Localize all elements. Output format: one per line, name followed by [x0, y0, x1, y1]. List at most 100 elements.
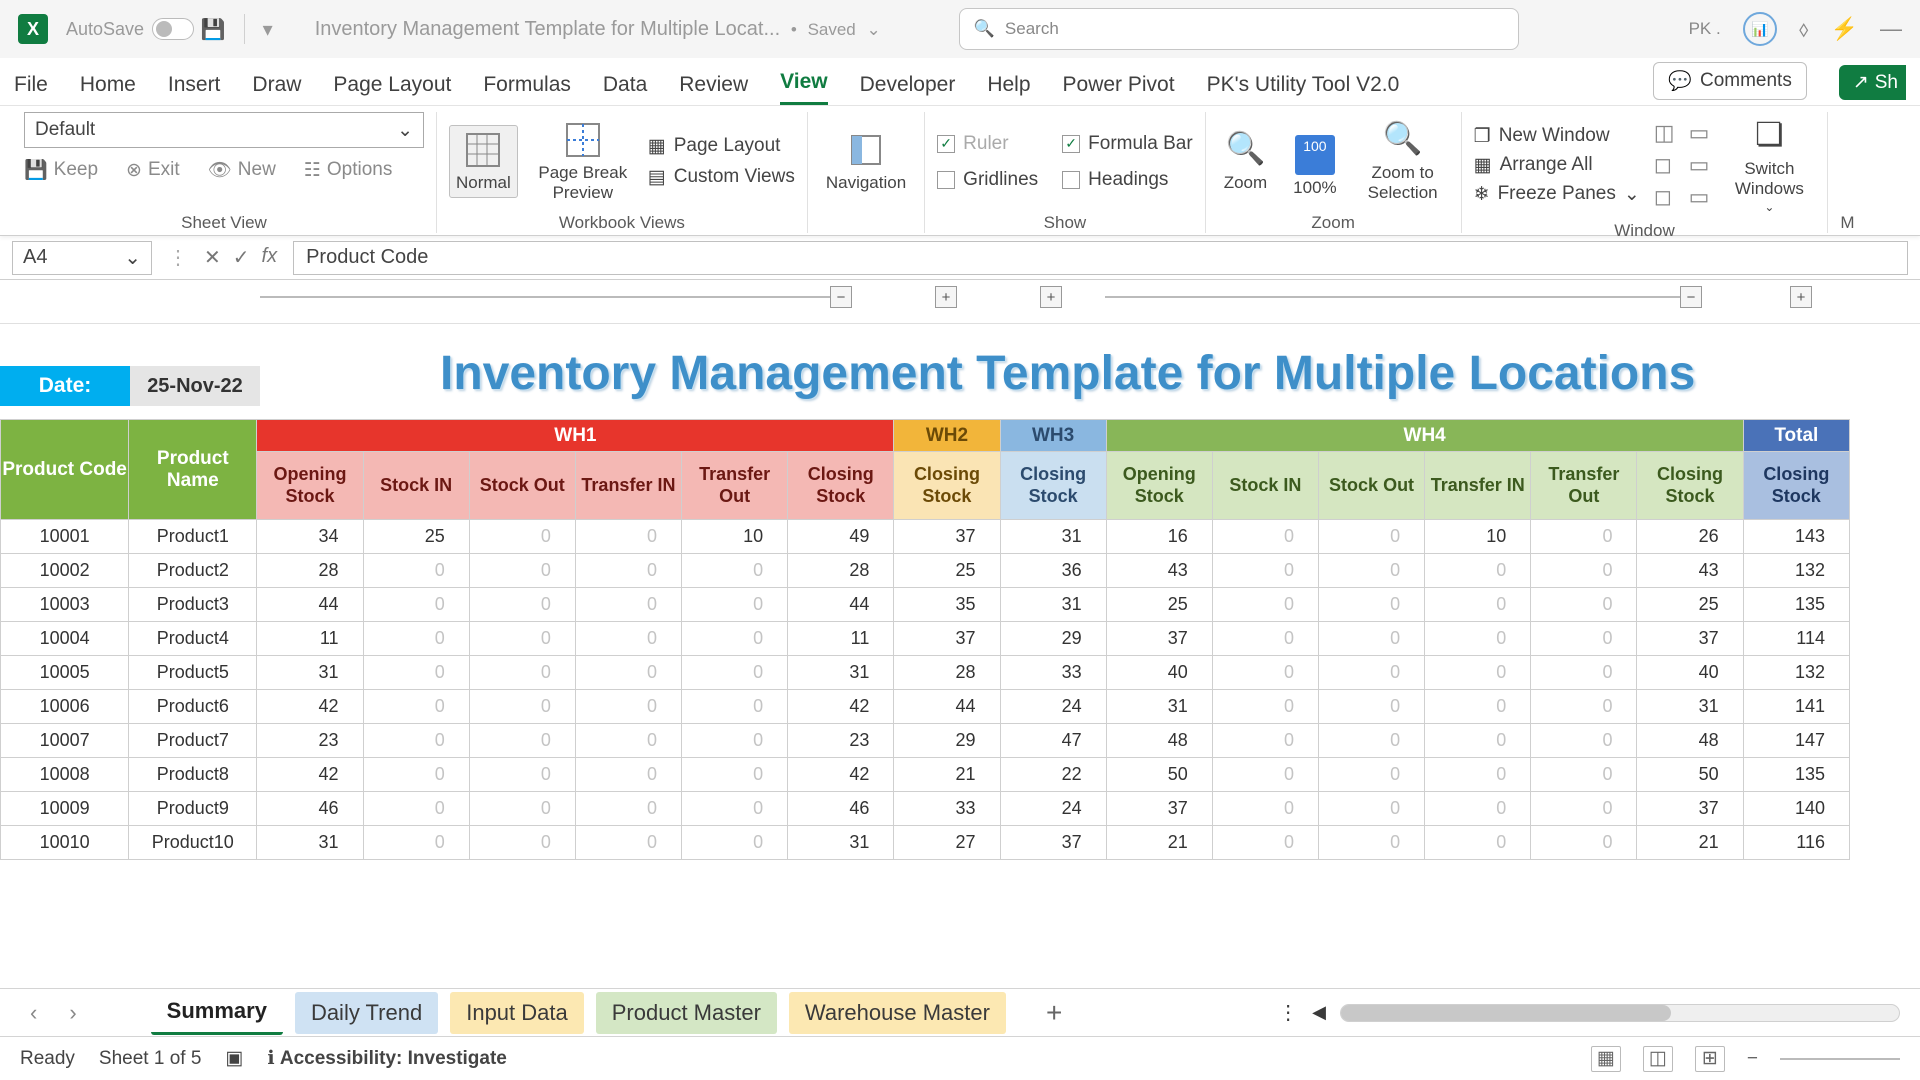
cell[interactable]: 25	[1637, 588, 1743, 622]
cell[interactable]: 11	[257, 622, 363, 656]
cell[interactable]: 0	[575, 690, 681, 724]
sheet-tab-warehouse-master[interactable]: Warehouse Master	[789, 992, 1006, 1034]
cell[interactable]: 50	[1106, 758, 1212, 792]
cell-code[interactable]: 10005	[1, 656, 129, 690]
cell[interactable]: 0	[1425, 724, 1531, 758]
cell[interactable]: 0	[363, 622, 469, 656]
table-row[interactable]: 10005Product531000031283340000040132	[1, 656, 1850, 690]
cell[interactable]: 0	[1531, 520, 1637, 554]
table-row[interactable]: 10009Product946000046332437000037140	[1, 792, 1850, 826]
arrange-all-button[interactable]: ▦Arrange All	[1474, 154, 1640, 177]
cell[interactable]: 0	[1212, 656, 1318, 690]
cell[interactable]: 0	[1212, 588, 1318, 622]
tab-home[interactable]: Home	[80, 73, 136, 105]
cell[interactable]: 0	[469, 588, 575, 622]
table-row[interactable]: 10007Product723000023294748000048147	[1, 724, 1850, 758]
page-break-preview-button[interactable]: Page Break Preview	[532, 116, 634, 206]
diamond-icon[interactable]: ⬨	[1799, 16, 1809, 42]
cell[interactable]: 0	[682, 656, 788, 690]
cell[interactable]: 0	[1531, 724, 1637, 758]
cell[interactable]: 0	[575, 724, 681, 758]
cell[interactable]: 21	[1637, 826, 1743, 860]
page-layout-view-icon[interactable]: ◫	[1643, 1046, 1673, 1072]
cell[interactable]: 21	[894, 758, 1000, 792]
cell[interactable]: 26	[1637, 520, 1743, 554]
tab-nav-right[interactable]: ›	[59, 1000, 86, 1026]
cell[interactable]: 28	[257, 554, 363, 588]
sync-scroll-icon[interactable]: ▭	[1689, 152, 1710, 178]
cell[interactable]: 24	[1000, 792, 1106, 826]
cell[interactable]: 46	[257, 792, 363, 826]
cell[interactable]: 42	[257, 758, 363, 792]
cell[interactable]: 0	[1212, 520, 1318, 554]
qat-dropdown-icon[interactable]: ▾	[263, 17, 273, 42]
cell[interactable]: 0	[469, 792, 575, 826]
cell[interactable]: 0	[363, 792, 469, 826]
cell[interactable]: 0	[1425, 622, 1531, 656]
cell[interactable]: 31	[1000, 520, 1106, 554]
cell[interactable]: 0	[575, 554, 681, 588]
cell[interactable]: 37	[1637, 792, 1743, 826]
cell-code[interactable]: 10002	[1, 554, 129, 588]
cell[interactable]: 114	[1743, 622, 1849, 656]
cell[interactable]: 25	[363, 520, 469, 554]
outline-expand-button[interactable]: +	[935, 286, 957, 308]
cell[interactable]: 22	[1000, 758, 1106, 792]
name-box[interactable]: A4⌄	[12, 241, 152, 275]
zoom-slider[interactable]	[1780, 1058, 1900, 1060]
cell[interactable]: 0	[1425, 554, 1531, 588]
tab-file[interactable]: File	[14, 73, 48, 105]
gridlines-checkbox[interactable]: Gridlines	[937, 169, 1038, 191]
sheet-tab-daily-trend[interactable]: Daily Trend	[295, 992, 438, 1034]
cell[interactable]: 31	[788, 826, 894, 860]
cell[interactable]: 0	[1531, 656, 1637, 690]
sheet-tab-input-data[interactable]: Input Data	[450, 992, 584, 1034]
view-side-icon[interactable]: ▭	[1689, 120, 1710, 146]
cell[interactable]: 132	[1743, 656, 1849, 690]
tab-power-pivot[interactable]: Power Pivot	[1063, 73, 1175, 105]
enter-icon[interactable]: ✓	[233, 245, 250, 270]
cell[interactable]: 37	[1637, 622, 1743, 656]
cell-name[interactable]: Product9	[129, 792, 257, 826]
cell[interactable]: 37	[1106, 792, 1212, 826]
col-wh4-transferout[interactable]: Transfer Out	[1531, 452, 1637, 520]
custom-views-button[interactable]: ▤Custom Views	[648, 166, 795, 189]
tab-draw[interactable]: Draw	[252, 73, 301, 105]
sheet-tab-product-master[interactable]: Product Master	[596, 992, 777, 1034]
cell[interactable]: 10	[682, 520, 788, 554]
cell[interactable]: 31	[1000, 588, 1106, 622]
cancel-icon[interactable]: ✕	[204, 245, 221, 270]
cell[interactable]: 25	[894, 554, 1000, 588]
cell[interactable]: 0	[1318, 690, 1424, 724]
cell[interactable]: 31	[1637, 690, 1743, 724]
col-wh4-closing[interactable]: Closing Stock	[1637, 452, 1743, 520]
inventory-table[interactable]: Product Code Product Name WH1 WH2 WH3 WH…	[0, 419, 1850, 860]
horizontal-scrollbar[interactable]	[1340, 1004, 1900, 1022]
col-wh4-stockin[interactable]: Stock IN	[1212, 452, 1318, 520]
cell-name[interactable]: Product1	[129, 520, 257, 554]
cell-name[interactable]: Product7	[129, 724, 257, 758]
cell[interactable]: 42	[788, 690, 894, 724]
cell[interactable]: 0	[1425, 656, 1531, 690]
cell[interactable]: 0	[469, 826, 575, 860]
cell[interactable]: 0	[1425, 792, 1531, 826]
cell[interactable]: 16	[1106, 520, 1212, 554]
add-sheet-button[interactable]: +	[1030, 997, 1078, 1029]
cell[interactable]: 0	[1318, 622, 1424, 656]
cell[interactable]: 135	[1743, 758, 1849, 792]
table-row[interactable]: 10003Product344000044353125000025135	[1, 588, 1850, 622]
outline-collapse-button[interactable]: −	[1680, 286, 1702, 308]
cell[interactable]: 0	[469, 622, 575, 656]
outline-expand-button[interactable]: +	[1790, 286, 1812, 308]
cell[interactable]: 23	[788, 724, 894, 758]
zoom-to-selection-button[interactable]: 🔍Zoom to Selection	[1357, 116, 1449, 206]
date-value[interactable]: 25-Nov-22	[130, 366, 260, 406]
cell[interactable]: 42	[257, 690, 363, 724]
zoom-out-icon[interactable]: −	[1747, 1048, 1758, 1070]
col-wh1-stockin[interactable]: Stock IN	[363, 452, 469, 520]
cell[interactable]: 0	[575, 792, 681, 826]
col-wh1-transferout[interactable]: Transfer Out	[682, 452, 788, 520]
macro-record-icon[interactable]: ▣	[225, 1047, 243, 1070]
col-wh4-opening[interactable]: Opening Stock	[1106, 452, 1212, 520]
cell[interactable]: 46	[788, 792, 894, 826]
